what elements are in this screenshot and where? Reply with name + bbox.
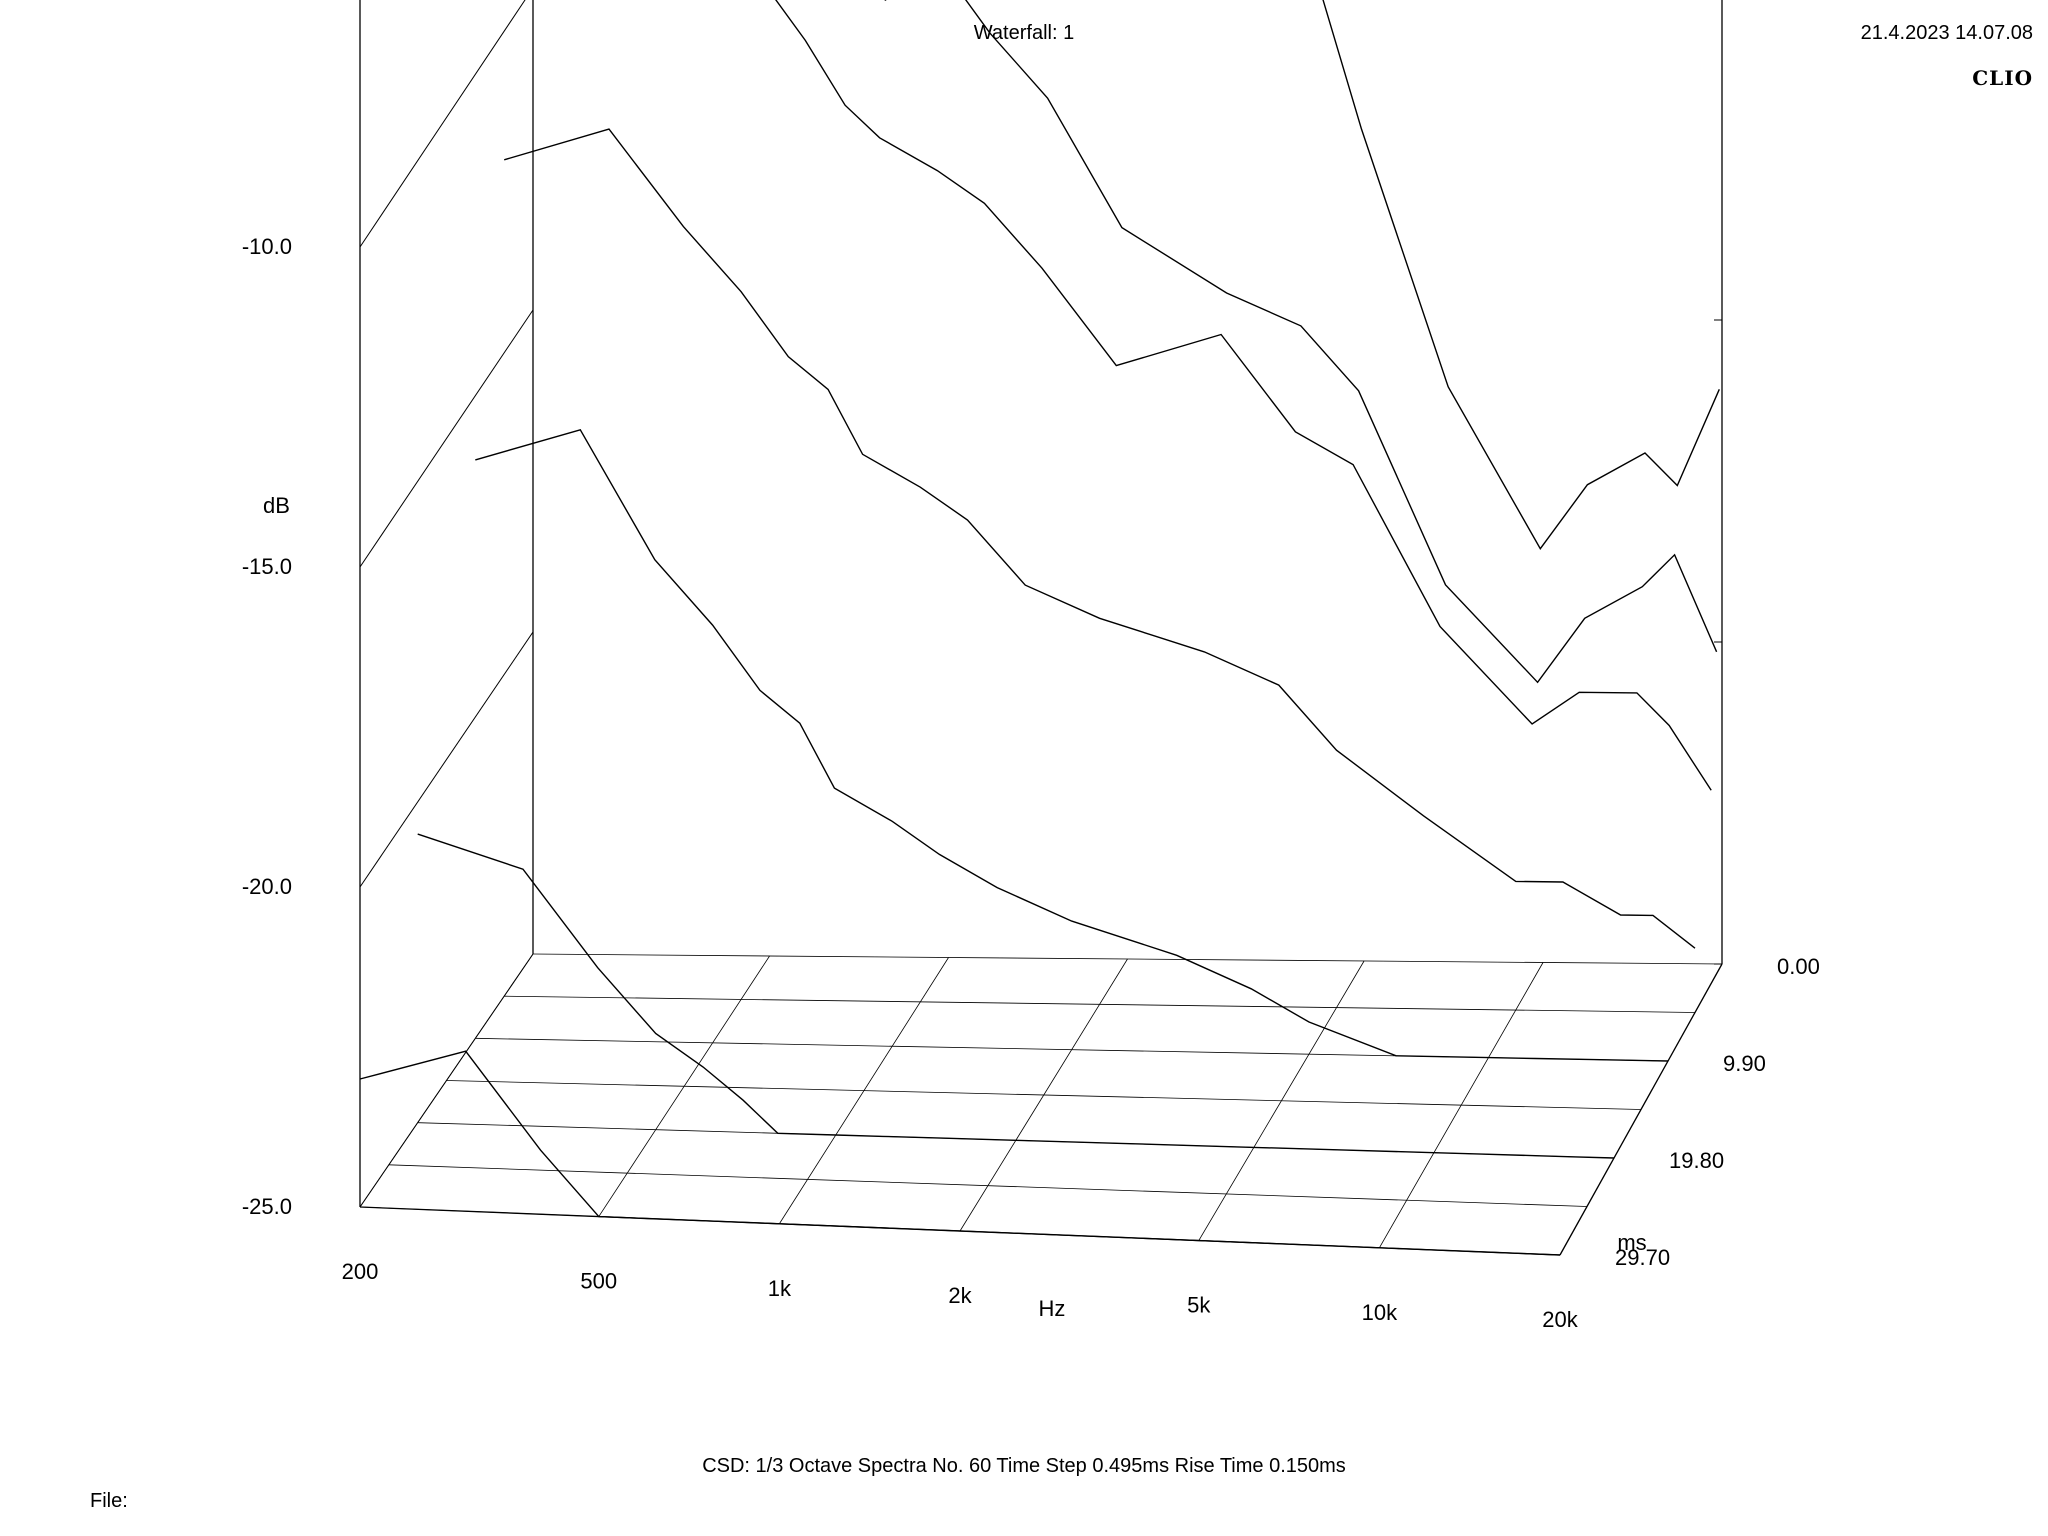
freq-gridline [1198,960,1365,1241]
measurement-settings: CSD: 1/3 Octave Spectra No. 60 Time Step… [702,1455,1346,1477]
brand-logo: CLIO [1972,66,2033,90]
x-tick-label: 20k [1542,1307,1578,1332]
side-gridline [359,631,534,888]
z-tick-label: 9.90 [1723,1051,1766,1076]
freq-gridline [1379,962,1544,1248]
freq-gridline [598,955,770,1217]
x-tick-label: 10k [1362,1300,1398,1325]
spectrum-line [359,1050,1561,1256]
file-label: File: [90,1490,128,1512]
freq-gridline [1559,963,1723,1256]
x-axis-title: Hz [1039,1296,1066,1321]
side-gridline [359,0,526,248]
x-tick-label: 200 [342,1259,379,1284]
spectrum-line [884,0,1718,684]
y-tick-label: -20.0 [242,874,292,899]
freq-gridline [359,953,534,1208]
spectrum-line [504,128,1696,949]
chart-title: Waterfall: 1 [973,22,1075,44]
axis-labels: dB Hz ms 0.0-5.0-10.0-15.0-20.0-25.02005… [242,234,1820,1332]
timestamp: 21.4.2023 14.07.08 [1860,22,2033,44]
z-tick-label: 19.80 [1669,1148,1724,1173]
spectrum-line [417,833,1615,1159]
freq-gridline [779,957,949,1224]
y-tick-label: -15.0 [242,554,292,579]
chart-frame [359,0,1723,1256]
spectra-series [359,0,1720,1256]
spectrum-line [775,0,1712,791]
y-tick-label: -25.0 [242,1194,292,1219]
x-tick-label: 5k [1187,1293,1211,1318]
z-tick-label: 0.00 [1777,954,1820,979]
x-tick-label: 500 [580,1269,617,1294]
floor-grid [359,0,1723,1256]
spectrum-line [475,428,1669,1062]
side-gridline [359,309,534,568]
z-tick-label: 29.70 [1615,1245,1670,1270]
spectrum-line [1322,0,1720,550]
y-tick-label: -10.0 [242,234,292,259]
z-axis-title: ms [1617,1230,1646,1255]
freq-gridline [959,958,1128,1232]
x-tick-label: 2k [948,1283,972,1308]
y-axis-title: dB [263,493,290,518]
x-tick-label: 1k [768,1276,792,1301]
